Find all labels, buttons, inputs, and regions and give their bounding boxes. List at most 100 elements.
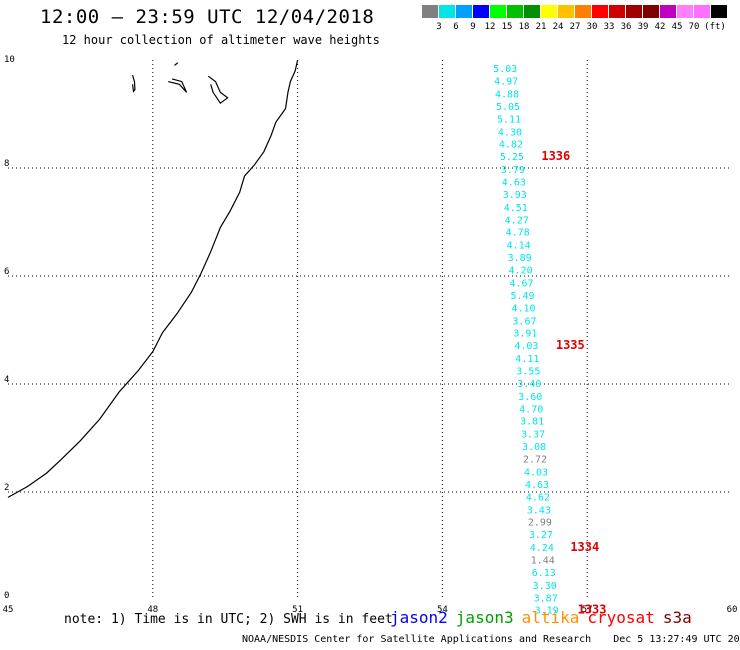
swh-value-label: 3.91 xyxy=(513,329,537,340)
credit-time: Dec 5 13:27:49 UTC 2018 xyxy=(613,634,740,645)
swh-value-label: 2.99 xyxy=(528,518,552,529)
swh-value-label: 4.27 xyxy=(505,215,529,226)
swh-value-label: 6.13 xyxy=(532,568,556,579)
colorbar-swatch xyxy=(558,5,574,18)
legend-s3a: s3a xyxy=(662,608,692,627)
swh-value-label: 4.24 xyxy=(530,543,554,554)
x-tick-label: 45 xyxy=(3,605,14,615)
time-label: 1335 xyxy=(556,338,585,352)
swh-value-label: 5.03 xyxy=(493,64,517,75)
colorbar-swatch xyxy=(694,5,710,18)
x-tick-label: 51 xyxy=(292,605,303,615)
swh-value-label: 5.25 xyxy=(500,152,524,163)
colorbar-swatch xyxy=(524,5,540,18)
swh-value-label: 5.49 xyxy=(510,291,534,302)
plot-area xyxy=(8,60,732,600)
swh-value-label: 4.20 xyxy=(509,266,533,277)
colorbar-label: 24 xyxy=(552,22,564,32)
coastline xyxy=(7,59,299,498)
time-label: 1336 xyxy=(541,149,570,163)
swh-value-label: 4.97 xyxy=(494,77,518,88)
time-label: 1333 xyxy=(578,603,607,617)
colorbar-swatch xyxy=(643,5,659,18)
swh-value-label: 4.82 xyxy=(499,140,523,151)
colorbar-swatch xyxy=(711,5,727,18)
legend-altika: altika xyxy=(521,608,580,627)
colorbar-swatch xyxy=(626,5,642,18)
swh-value-label: 4.63 xyxy=(502,178,526,189)
swh-value-label: 3.87 xyxy=(534,593,558,604)
swh-values: 5.03 4.974.88 5.055.11 4.30 4.825.25 3.79 4.63… xyxy=(493,64,559,617)
swh-value-label: 4.62 xyxy=(526,492,550,503)
footer-note: note: 1) Time is in UTC; 2) SWH is in fe… xyxy=(64,612,393,627)
y-tick-label: 10 xyxy=(4,55,15,65)
colorbar-label: 45 xyxy=(671,22,683,32)
credit-line: NOAA/NESDIS Center for Satellite Applica… xyxy=(242,634,740,645)
colorbar-label: 27 xyxy=(569,22,581,32)
coastline-path xyxy=(7,59,299,498)
swh-value-label: 4.78 xyxy=(506,228,530,239)
time-labels: 1336 1335 1334 1333 xyxy=(541,149,606,617)
colorbar-label: 42 xyxy=(654,22,666,32)
time-label: 1334 xyxy=(570,540,599,554)
y-tick-label: 0 xyxy=(4,591,9,601)
legend-jason3: jason3 xyxy=(455,608,514,627)
colorbar-swatch xyxy=(507,5,523,18)
island-outline xyxy=(174,62,179,66)
swh-value-label: 3.37 xyxy=(521,430,545,441)
y-tick-label: 4 xyxy=(4,375,9,385)
swh-value-label: 3.55 xyxy=(516,367,540,378)
grid-lines xyxy=(8,60,732,600)
swh-value-label: 3.81 xyxy=(520,417,544,428)
swh-value-label: 4.51 xyxy=(504,203,528,214)
colorbar-swatch xyxy=(490,5,506,18)
colorbar-label: 39 xyxy=(637,22,649,32)
legend-jason2: jason2 xyxy=(390,608,448,627)
swh-value-label: 4.10 xyxy=(511,303,535,314)
y-tick-label: 6 xyxy=(4,267,9,277)
colorbar-label: 30 xyxy=(586,22,598,32)
swh-value-label: 4.67 xyxy=(510,278,534,289)
swh-value-label: 4.30 xyxy=(498,127,522,138)
axis-tick-labels: 45 48 51 54 57 60 0 2 4 6 8 10 xyxy=(3,55,738,615)
x-tick-label: 57 xyxy=(582,605,593,615)
colorbar-label: 33 xyxy=(603,22,615,32)
swh-value-label: 4.03 xyxy=(514,341,538,352)
legend-cryosat: cryosat xyxy=(587,608,655,627)
satellite-legend: jason2 jason3 altika cryosat s3a xyxy=(390,608,700,627)
swh-value-label: 3.19 xyxy=(535,606,559,617)
island-outline xyxy=(207,75,229,105)
colorbar-label: 6 xyxy=(453,22,459,32)
colorbar-label: 12 xyxy=(484,22,496,32)
x-tick-label: 60 xyxy=(727,605,738,615)
colorbar-label: 3 xyxy=(436,22,442,32)
swh-value-label: 4.88 xyxy=(495,89,519,100)
swh-value-label: 3.93 xyxy=(503,190,527,201)
colorbar-label: 9 xyxy=(470,22,476,32)
colorbar-label: 18 xyxy=(518,22,530,32)
swh-value-label: 4.70 xyxy=(519,404,543,415)
y-tick-label: 8 xyxy=(4,159,9,169)
colorbar-swatch xyxy=(541,5,557,18)
x-tick-label: 48 xyxy=(147,605,158,615)
swh-value-label: 4.63 xyxy=(525,480,549,491)
swh-value-label: 3.40 xyxy=(517,379,541,390)
swh-value-label: 3.67 xyxy=(512,316,536,327)
colorbar-label: 21 xyxy=(535,22,547,32)
swh-value-label: 3.43 xyxy=(527,505,551,516)
x-tick-label: 54 xyxy=(437,605,448,615)
colorbar-swatch xyxy=(473,5,489,18)
swh-value-label: 3.60 xyxy=(518,392,542,403)
colorbar-swatch xyxy=(609,5,625,18)
swh-value-label: 3.27 xyxy=(529,530,553,541)
island-outline xyxy=(168,78,188,93)
colorbar-label: 70 xyxy=(688,22,700,32)
colorbar-swatch xyxy=(592,5,608,18)
island-outline xyxy=(131,74,136,93)
colorbar-swatch xyxy=(677,5,693,18)
swh-value-label: 3.79 xyxy=(501,165,525,176)
colorbar-swatch xyxy=(456,5,472,18)
swh-value-label: 5.05 xyxy=(496,102,520,113)
map-subtitle: 12 hour collection of altimeter wave hei… xyxy=(62,33,380,47)
